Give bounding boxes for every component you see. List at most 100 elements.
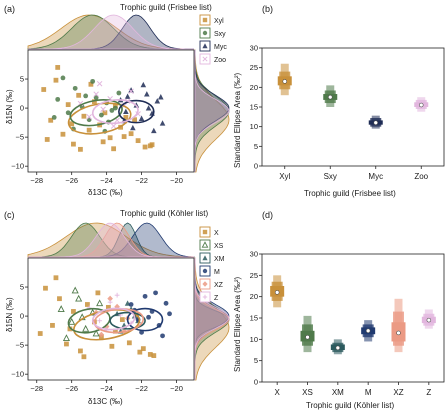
point-xyl — [100, 139, 106, 145]
legend-label-x: X — [214, 230, 219, 237]
point-xyl — [92, 99, 97, 105]
point-x — [57, 296, 62, 302]
box-mode-xs — [305, 334, 310, 340]
y-tick-label: 0 — [254, 162, 258, 171]
point-xyl — [76, 92, 82, 98]
legend-marker-xz — [202, 281, 208, 287]
y-tick-label: 15 — [250, 314, 258, 323]
point-zoo-b — [100, 106, 106, 113]
point-x — [67, 326, 73, 332]
ellipse-xyl — [67, 102, 132, 135]
panel-b-x-axis-label: Trophic guild (Frisbee list) — [304, 189, 396, 198]
point-myc — [128, 87, 134, 93]
y-tick-label: 25 — [250, 63, 258, 72]
panel-d-label: (d) — [262, 210, 273, 220]
panel-a: (a) Trophic guild (Frisbee list) −28 −26−… — [4, 3, 230, 197]
y-tick-label: 15 — [250, 103, 258, 112]
point-xyl — [142, 144, 148, 150]
x-tick-label-xyl: Xyl — [279, 172, 290, 181]
legend-marker-myc — [202, 43, 208, 49]
point-m — [160, 333, 165, 339]
point-myc — [159, 120, 166, 126]
point-zoo-b — [114, 117, 120, 124]
legend-label-xs: XS — [214, 243, 224, 250]
y-tick-label: 0 — [20, 104, 24, 113]
panel-a-marginal-x — [27, 14, 194, 50]
point-xs — [71, 286, 79, 294]
point-myc — [154, 98, 161, 104]
point-xz — [107, 295, 113, 302]
panel-a-points — [41, 65, 166, 152]
point-xyl — [55, 65, 61, 70]
point-x — [95, 290, 101, 296]
x-tick-label-xm: XM — [332, 388, 344, 397]
point-zoo — [110, 123, 117, 129]
y-tick-label: 0 — [254, 378, 258, 387]
legend-marker-zoo — [202, 56, 208, 62]
point-x — [137, 349, 143, 355]
panel-b-y-ticks: 0 5 10 15 20 25 30 — [250, 44, 262, 171]
point-sxy — [93, 95, 99, 101]
panel-c-marginal-x — [27, 222, 195, 258]
marginal-y-z — [194, 258, 230, 380]
marginal-y-zoo — [194, 50, 230, 172]
point-zoo — [128, 88, 134, 95]
point-xyl — [123, 114, 129, 120]
panel-c-y-ticks: −10 −5 0 5 — [11, 283, 28, 379]
ellipse-sxy — [69, 99, 123, 127]
panel-a-plot-frame — [27, 49, 195, 173]
point-x — [53, 275, 59, 281]
legend-label-myc: Myc — [214, 44, 227, 51]
point-x — [140, 346, 146, 352]
box-mode-sxy — [328, 94, 333, 100]
box-mode-xm — [335, 345, 341, 351]
y-tick-label: 10 — [250, 122, 258, 131]
point-x — [151, 353, 157, 358]
point-myc — [144, 91, 150, 97]
x-tick-label: −24 — [100, 384, 113, 393]
point-m — [167, 311, 172, 317]
marginal-x-x — [27, 222, 195, 258]
point-xs — [82, 324, 90, 332]
point-myc — [130, 124, 136, 131]
point-x — [105, 304, 111, 310]
point-zoo-b — [128, 88, 134, 95]
point-xyl — [147, 143, 153, 149]
panel-c-x-axis-label: δ13C (‰) — [88, 397, 123, 406]
ellipse-xm — [109, 311, 146, 330]
panel-a-y-axis-label: δ15N (‰) — [5, 89, 14, 124]
x-tick-label: −24 — [100, 176, 113, 185]
panel-a-y-ticks: −10 −5 0 5 — [11, 75, 28, 171]
panel-b-x-ticks: Xyl Sxy Myc Zoo — [279, 166, 429, 181]
panel-a-label: (a) — [4, 4, 15, 14]
y-tick-label: 25 — [250, 271, 258, 280]
y-tick-label: 20 — [250, 83, 258, 92]
panel-a-x-ticks: −28 −26 −24 −22 −20 — [30, 172, 183, 185]
point-xz — [98, 331, 105, 338]
point-x — [147, 352, 153, 357]
point-x — [71, 309, 76, 314]
x-tick-label-sxy: Sxy — [324, 172, 337, 181]
panel-a-marginal-y — [194, 49, 230, 173]
box-mode-m — [365, 328, 371, 334]
x-tick-label-x: X — [274, 388, 280, 397]
legend-label-z: Z — [214, 295, 219, 302]
panel-d: (d) 0 5 10 15 20 25 30 X XS XM M XZ Z Trophic guild… — [233, 210, 445, 410]
ellipse-xs — [67, 307, 111, 334]
point-m — [128, 302, 134, 307]
point-xyl — [53, 77, 59, 83]
point-xyl — [69, 121, 75, 127]
point-sxy — [65, 110, 71, 116]
legend-label-zoo: Zoo — [214, 57, 226, 64]
point-xyl — [44, 137, 50, 142]
legend-marker-xs — [201, 241, 209, 248]
point-xyl — [78, 146, 83, 152]
point-xyl — [88, 81, 94, 87]
marginal-y-xyl — [194, 49, 230, 173]
point-m — [146, 314, 151, 320]
point-xyl — [65, 102, 71, 108]
point-xyl — [81, 113, 87, 119]
point-z — [97, 318, 103, 324]
point-myc — [145, 105, 152, 111]
